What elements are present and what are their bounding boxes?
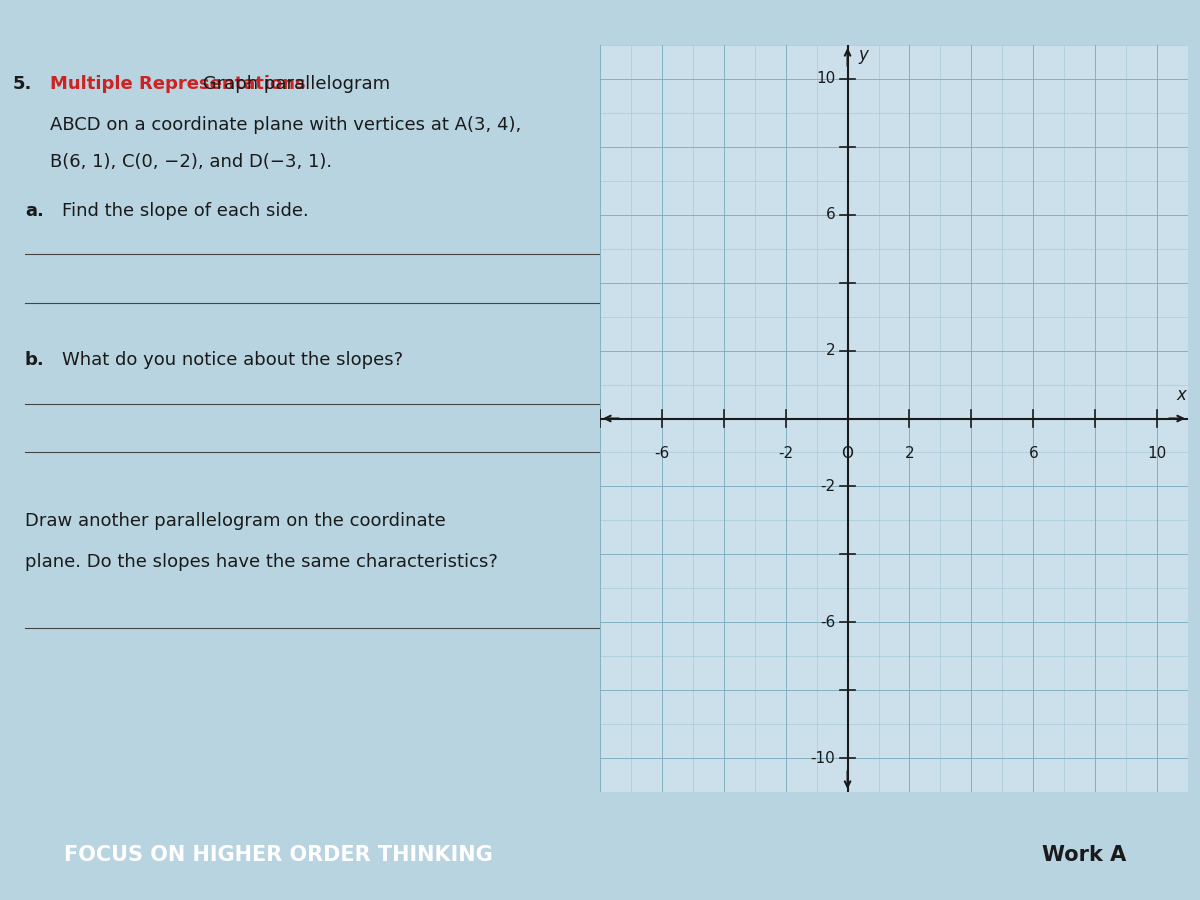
Text: Draw another parallelogram on the coordinate: Draw another parallelogram on the coordi… xyxy=(25,512,445,530)
Text: 5.: 5. xyxy=(12,75,32,93)
Text: x: x xyxy=(1177,386,1187,404)
Text: a.: a. xyxy=(25,202,44,220)
Text: b.: b. xyxy=(25,351,44,369)
Text: 2: 2 xyxy=(905,446,914,461)
Text: -10: -10 xyxy=(810,751,835,766)
Text: Multiple Representations: Multiple Representations xyxy=(50,75,306,93)
Text: Work A: Work A xyxy=(1042,845,1126,865)
Text: 10: 10 xyxy=(816,71,835,86)
Text: Find the slope of each side.: Find the slope of each side. xyxy=(62,202,310,220)
Text: B(6, 1), C(0, −2), and D(−3, 1).: B(6, 1), C(0, −2), and D(−3, 1). xyxy=(50,153,332,171)
Text: O: O xyxy=(841,446,853,461)
Text: 6: 6 xyxy=(826,207,835,222)
Text: plane. Do the slopes have the same characteristics?: plane. Do the slopes have the same chara… xyxy=(25,553,498,571)
Text: Graph parallelogram: Graph parallelogram xyxy=(197,75,390,93)
Text: What do you notice about the slopes?: What do you notice about the slopes? xyxy=(62,351,403,369)
Text: 2: 2 xyxy=(826,343,835,358)
Text: -2: -2 xyxy=(820,479,835,494)
Text: 10: 10 xyxy=(1147,446,1166,461)
Text: -6: -6 xyxy=(820,615,835,630)
Text: ABCD on a coordinate plane with vertices at A(3, 4),: ABCD on a coordinate plane with vertices… xyxy=(50,116,521,134)
Text: -6: -6 xyxy=(654,446,670,461)
Text: y: y xyxy=(858,46,868,64)
Text: -2: -2 xyxy=(778,446,793,461)
Text: FOCUS ON HIGHER ORDER THINKING: FOCUS ON HIGHER ORDER THINKING xyxy=(65,845,493,865)
Text: 6: 6 xyxy=(1028,446,1038,461)
